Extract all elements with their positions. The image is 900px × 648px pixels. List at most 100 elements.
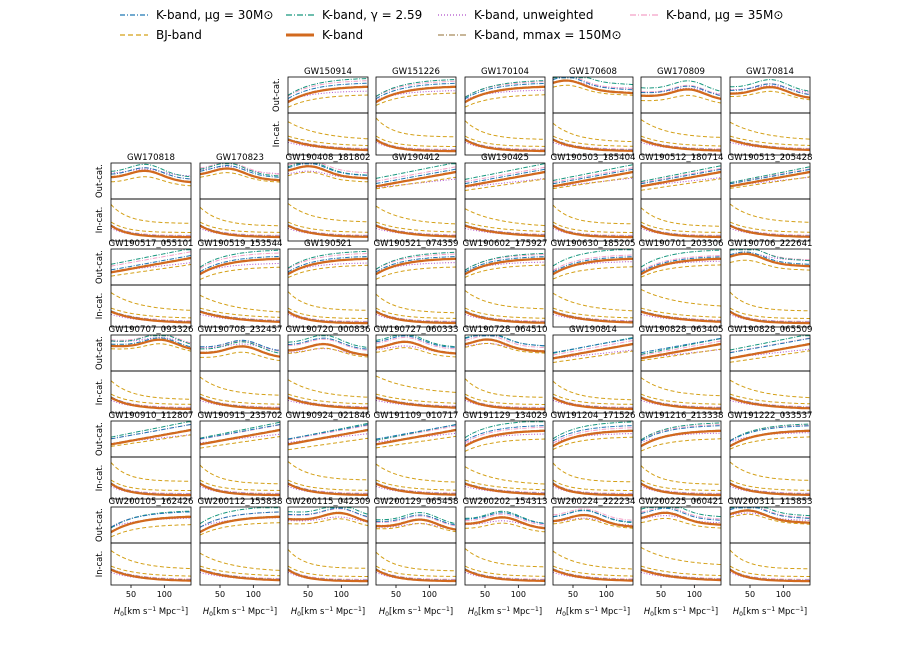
curve-out-1 [553, 518, 633, 529]
curve-in-1 [376, 135, 456, 147]
curve-out-6 [288, 424, 368, 441]
panel-frame-out [199, 248, 281, 286]
curve-out-0 [376, 256, 456, 273]
x-tick-label: 100 [422, 590, 437, 599]
subplot-gw190915_235702: GW190915_235702 [197, 411, 283, 502]
subplot-curves [288, 335, 368, 410]
curve-out-2 [200, 421, 280, 439]
x-tick-label: 50 [126, 590, 136, 599]
panel-frame-in [729, 456, 811, 500]
panel-frame-in [640, 112, 722, 156]
panel-frame-in [375, 198, 457, 242]
curve-in-6 [376, 310, 456, 322]
curve-in-1 [288, 461, 368, 481]
subplot-title: GW170823 [216, 153, 264, 163]
curve-out-3 [288, 342, 368, 357]
curve-out-3 [200, 345, 280, 358]
curve-out-2 [641, 80, 721, 92]
curve-out-1 [641, 517, 721, 529]
subplot-title: GW190828_065509 [727, 325, 812, 335]
curve-in-3 [288, 224, 368, 238]
curve-in-3 [376, 310, 456, 325]
x-axis-label-part: H [644, 606, 651, 616]
x-axis-label-part: [km s [654, 606, 677, 616]
legend-line-kband-gamma [286, 13, 314, 16]
subplot-title: GW190706_222641 [727, 239, 812, 249]
subplot-title: GW200225_060421 [638, 497, 723, 507]
subplot-title: GW190519_153544 [197, 239, 282, 249]
curve-out-0 [376, 82, 456, 100]
curve-out-5 [465, 429, 545, 446]
curve-out-3 [553, 342, 633, 360]
legend-item-kband-gamma: K-band, γ = 2.59 [286, 6, 422, 23]
subplot-gw190519_153544: GW190519_153544 [197, 239, 283, 330]
curve-in-1 [111, 307, 191, 319]
subplot-curves [553, 337, 633, 411]
subplot-title: GW191129_134029 [462, 411, 547, 421]
curve-out-6 [288, 508, 368, 518]
curve-out-1 [465, 438, 545, 452]
subplot-title: GW151226 [392, 67, 440, 77]
subplot-title: GW190412 [392, 153, 440, 163]
curve-out-1 [376, 435, 456, 449]
curve-out-0 [111, 423, 191, 440]
curve-in-6 [553, 568, 633, 580]
curve-out-0 [553, 425, 633, 442]
subplot-curves [288, 250, 368, 325]
curve-in-6 [200, 482, 280, 494]
subplot-gw191216_213338: GW191216_213338 [638, 411, 724, 502]
x-axis-label-part: Mpc [245, 606, 265, 616]
panel-frame-in [464, 284, 546, 328]
subplot-curves [641, 80, 721, 152]
curve-out-0 [553, 510, 633, 523]
curve-out-0 [641, 256, 721, 273]
curve-out-3 [288, 428, 368, 446]
curve-out-0 [465, 168, 545, 185]
curve-in-1 [641, 546, 721, 565]
curve-out-0 [111, 511, 191, 528]
curve-in-1 [200, 479, 280, 491]
curve-in-6 [288, 310, 368, 322]
curve-out-4 [376, 90, 456, 101]
curve-out-5 [376, 257, 456, 274]
legend-label-kband-mu35: K-band, μg = 35M⊙ [666, 7, 784, 22]
curve-in-3 [553, 568, 633, 582]
curve-in-1 [465, 208, 545, 227]
curve-out-2 [288, 507, 368, 515]
subplot-gw190701_203306: GW190701_203306 [638, 239, 724, 330]
subplot-curves [553, 164, 633, 239]
curve-out-0 [200, 511, 280, 528]
panel-frame-in [199, 456, 281, 500]
curve-out-3 [641, 170, 721, 188]
legend-label-kband-unweighted: K-band, unweighted [474, 7, 594, 22]
curve-in-1 [111, 380, 191, 400]
subplot-curves [200, 249, 280, 323]
subplot-gw191222_033537: GW191222_033537 [727, 411, 813, 502]
curve-in-3 [376, 138, 456, 153]
subplot-curves [465, 80, 545, 153]
x-axis-label-part: ] [362, 606, 365, 616]
curve-out-6 [553, 77, 633, 90]
subplot-curves [730, 507, 810, 583]
curve-out-0 [111, 255, 191, 271]
panel-frame-out [552, 162, 634, 200]
x-axis-label-part: ] [627, 606, 630, 616]
x-axis-label-part: −1 [589, 606, 598, 613]
curve-in-3 [111, 396, 191, 411]
subplot-curves [730, 335, 810, 410]
row-label-in: In-cat. [271, 121, 281, 147]
curve-out-0 [111, 337, 191, 348]
x-axis-label-part: [km s [478, 606, 501, 616]
curve-in-1 [376, 307, 456, 319]
panel-frame-out [287, 76, 369, 114]
x-axis-label-part: Mpc [421, 606, 441, 616]
curve-out-6 [376, 166, 456, 182]
curve-out-4 [553, 433, 633, 444]
panel-frame-in [287, 456, 369, 500]
curve-out-2 [200, 163, 280, 177]
curve-out-1 [200, 266, 280, 280]
curve-out-3 [376, 257, 456, 276]
curve-in-1 [200, 294, 280, 313]
curve-in-1 [641, 307, 721, 318]
curve-out-1 [465, 264, 545, 278]
